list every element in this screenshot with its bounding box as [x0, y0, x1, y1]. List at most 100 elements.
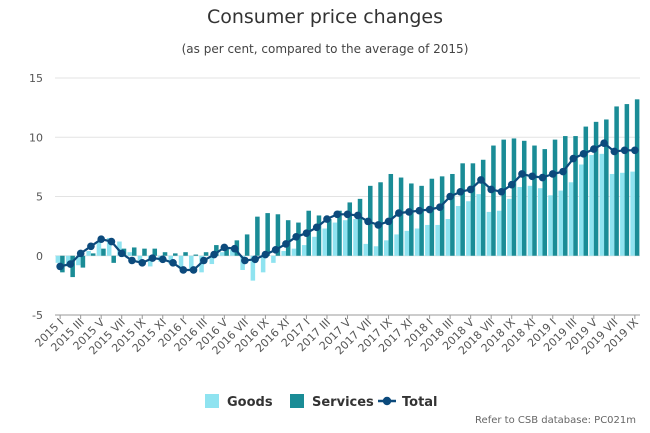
- total-point: [189, 266, 198, 274]
- goods-bar: [291, 248, 297, 256]
- goods-bar: [435, 224, 440, 256]
- total-point: [210, 250, 218, 259]
- services-bar: [316, 215, 322, 256]
- goods-bar: [332, 222, 338, 256]
- services-bar: [634, 99, 640, 256]
- services-bar: [398, 177, 404, 256]
- goods-bar: [404, 230, 410, 256]
- legend: Goods Services Total: [205, 394, 438, 410]
- total-point: [302, 229, 311, 238]
- total-point: [569, 154, 578, 163]
- total-point: [200, 256, 208, 265]
- services-bar: [357, 198, 363, 256]
- goods-bar: [322, 228, 327, 256]
- services-bar: [480, 159, 486, 256]
- total-point: [487, 185, 495, 194]
- total-point: [292, 232, 300, 241]
- legend-goods-label: Goods: [227, 395, 273, 410]
- goods-bar: [281, 251, 286, 256]
- total-point: [518, 170, 526, 178]
- total-point: [323, 215, 331, 223]
- goods-bar: [620, 172, 625, 256]
- services-bar: [80, 255, 86, 268]
- goods-bar: [250, 255, 256, 281]
- goods-bar: [271, 255, 276, 263]
- total-point: [620, 146, 629, 155]
- total-point: [97, 235, 105, 243]
- services-bar: [152, 248, 158, 256]
- goods-bar: [353, 219, 358, 256]
- services-bar: [183, 252, 188, 256]
- goods-bar: [455, 205, 461, 256]
- services-bar: [193, 254, 199, 256]
- services-bar: [439, 176, 445, 256]
- total-point: [384, 217, 393, 226]
- services-bar: [101, 248, 106, 256]
- services-bar: [624, 104, 630, 256]
- source-credit[interactable]: Refer to CSB database: PC021m: [475, 415, 636, 426]
- total-point: [312, 223, 321, 232]
- goods-bar: [537, 188, 543, 256]
- total-point: [466, 185, 475, 194]
- services-bar: [347, 202, 353, 256]
- goods-bar: [548, 195, 553, 256]
- total-point: [76, 249, 85, 258]
- services-bar: [409, 183, 414, 256]
- legend-services[interactable]: Services: [290, 394, 374, 410]
- total-point: [117, 249, 126, 258]
- services-bar: [450, 173, 455, 256]
- total-point: [497, 187, 506, 196]
- bars-group: [55, 99, 640, 281]
- y-tick-label: 10: [29, 131, 43, 144]
- total-point: [333, 210, 342, 219]
- goods-bar: [260, 255, 266, 273]
- legend-total[interactable]: Total: [378, 395, 438, 410]
- total-point: [364, 217, 372, 226]
- total-point: [528, 172, 537, 181]
- goods-bar: [630, 171, 635, 256]
- total-point: [169, 259, 177, 267]
- total-point: [66, 260, 75, 268]
- goods-bar: [55, 255, 61, 263]
- total-point: [282, 240, 290, 248]
- total-point: [220, 243, 229, 252]
- goods-bar: [189, 255, 194, 272]
- goods-bar: [137, 255, 143, 263]
- goods-bar: [117, 241, 122, 256]
- goods-bar: [373, 246, 379, 256]
- total-point: [251, 255, 259, 264]
- total-point: [548, 170, 557, 178]
- goods-bar: [579, 164, 584, 256]
- goods-bar: [414, 228, 420, 256]
- goods-bar: [76, 255, 81, 266]
- services-bar: [429, 178, 435, 256]
- goods-bar: [486, 211, 492, 256]
- services-bar: [285, 220, 291, 256]
- services-bar: [583, 126, 589, 256]
- services-bar: [142, 248, 147, 256]
- services-bar: [501, 139, 506, 256]
- goods-bar: [219, 252, 225, 256]
- goods-bar: [342, 220, 348, 256]
- services-bar: [378, 182, 383, 256]
- goods-bar: [507, 198, 512, 256]
- goods-bar: [127, 252, 132, 256]
- services-bar: [614, 106, 619, 256]
- total-point: [271, 246, 280, 254]
- goods-bar: [209, 255, 215, 265]
- goods-bar: [394, 234, 399, 256]
- services-bar: [326, 219, 332, 256]
- legend-goods[interactable]: Goods: [205, 394, 273, 410]
- services-bar: [244, 234, 250, 256]
- y-tick-label: 0: [36, 250, 43, 263]
- goods-bar: [425, 224, 430, 256]
- services-bar: [90, 253, 96, 256]
- goods-bar: [178, 255, 184, 269]
- total-point: [56, 262, 64, 271]
- total-point: [559, 167, 567, 176]
- total-point: [87, 242, 95, 251]
- services-bar: [173, 253, 178, 256]
- services-bar: [224, 248, 229, 256]
- services-bar: [532, 145, 537, 256]
